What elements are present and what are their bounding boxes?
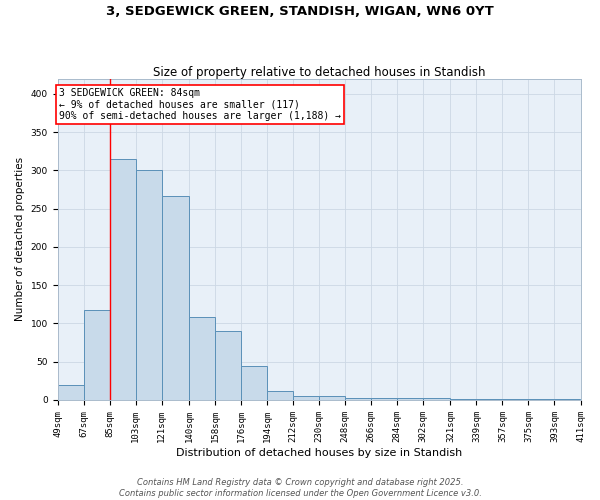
Bar — [397, 398, 423, 400]
Text: Contains HM Land Registry data © Crown copyright and database right 2025.
Contai: Contains HM Land Registry data © Crown c… — [119, 478, 481, 498]
Bar — [161, 196, 189, 400]
Bar — [110, 159, 136, 400]
Bar — [58, 384, 83, 400]
Y-axis label: Number of detached properties: Number of detached properties — [15, 157, 25, 322]
Bar — [502, 399, 529, 400]
Bar — [136, 170, 161, 400]
Title: Size of property relative to detached houses in Standish: Size of property relative to detached ho… — [153, 66, 485, 78]
Bar — [319, 396, 345, 400]
Bar — [241, 366, 267, 400]
Bar — [189, 318, 215, 400]
Bar — [423, 398, 451, 400]
Bar — [476, 399, 502, 400]
Bar — [554, 399, 580, 400]
Bar — [371, 398, 397, 400]
Bar — [345, 398, 371, 400]
Text: 3 SEDGEWICK GREEN: 84sqm
← 9% of detached houses are smaller (117)
90% of semi-d: 3 SEDGEWICK GREEN: 84sqm ← 9% of detache… — [59, 88, 341, 121]
X-axis label: Distribution of detached houses by size in Standish: Distribution of detached houses by size … — [176, 448, 462, 458]
Bar — [215, 331, 241, 400]
Bar — [529, 399, 554, 400]
Bar — [83, 310, 110, 400]
Bar — [293, 396, 319, 400]
Text: 3, SEDGEWICK GREEN, STANDISH, WIGAN, WN6 0YT: 3, SEDGEWICK GREEN, STANDISH, WIGAN, WN6… — [106, 5, 494, 18]
Bar — [451, 399, 476, 400]
Bar — [267, 391, 293, 400]
